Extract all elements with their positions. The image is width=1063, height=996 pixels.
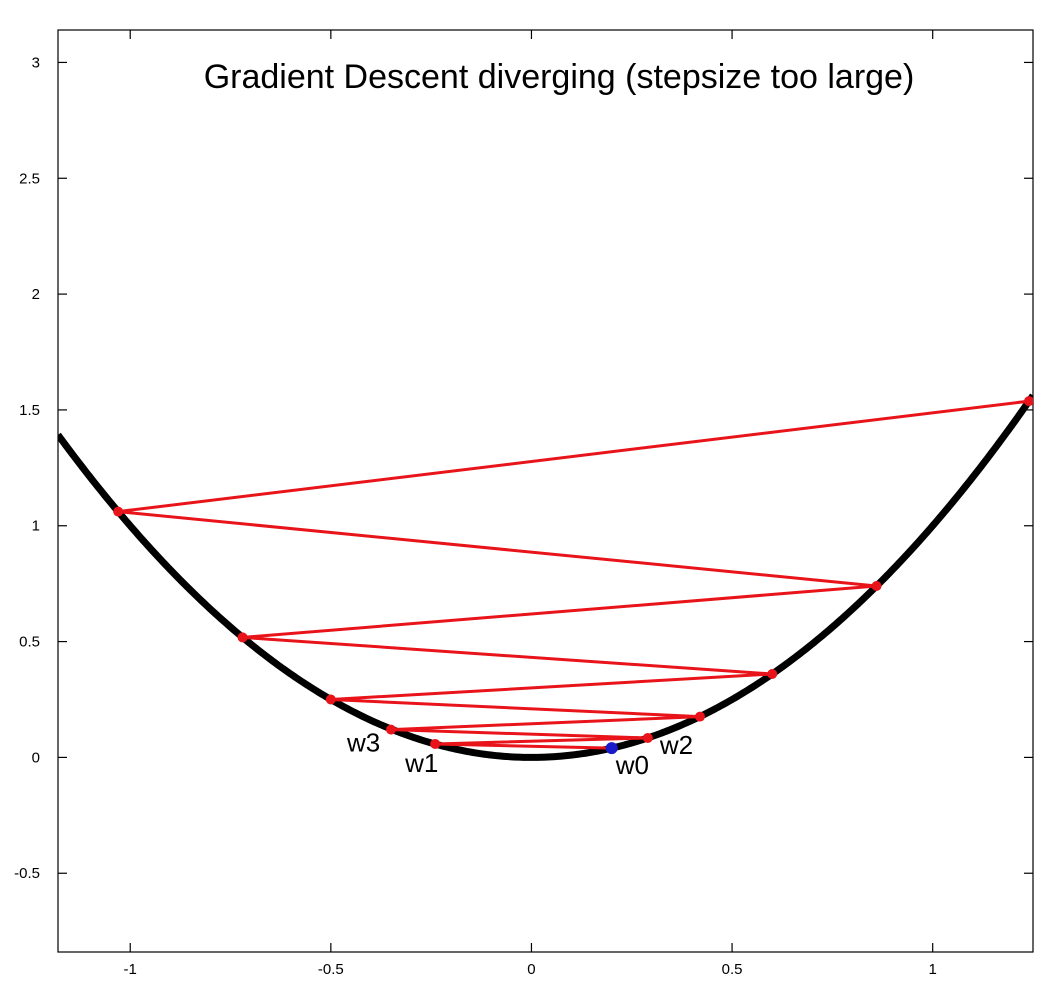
- annotation-layer: w0 w1 w2 w3: [346, 728, 693, 781]
- y-tick-label: 1: [32, 518, 40, 535]
- axis-ticks: [58, 30, 1033, 952]
- iterate-point: [1023, 396, 1033, 407]
- iterate-point: [694, 711, 705, 722]
- y-tick-label: -0.5: [14, 865, 40, 882]
- chart-title: Gradient Descent diverging (stepsize too…: [204, 58, 915, 96]
- iterate-point: [430, 738, 441, 749]
- iterate-point: [325, 694, 336, 705]
- loss-curve: [58, 393, 1033, 761]
- iterate-point: [871, 580, 882, 591]
- iterate-point: [767, 669, 778, 680]
- x-tick-label: 0.5: [722, 961, 743, 978]
- iterate-point: [386, 724, 397, 735]
- iterate-point: [237, 632, 248, 643]
- y-tick-label: 2: [32, 286, 40, 303]
- y-tick-label: 3: [32, 54, 40, 71]
- iterate-point: [642, 732, 653, 743]
- y-tick-label: 2.5: [19, 170, 40, 187]
- iterate-label: w2: [659, 730, 693, 760]
- y-tick-label: 0: [32, 749, 40, 766]
- x-tick-label: 0: [527, 961, 535, 978]
- plot-layer: [58, 393, 1033, 761]
- iterate-label: w0: [615, 750, 649, 780]
- y-tick-label: 1.5: [19, 402, 40, 419]
- x-tick-label: 1: [929, 961, 937, 978]
- plot-area-frame: [57, 29, 1034, 953]
- y-tick-label: 0.5: [19, 634, 40, 651]
- x-tick-label: -0.5: [318, 961, 344, 978]
- iterate-point: [113, 506, 124, 517]
- axis-tick-labels: -1 -0.5 0 0.5 1 -0.5 0 0.5 1 1.5 2 2.5 3: [14, 54, 937, 978]
- x-tick-label: -1: [124, 961, 137, 978]
- iterate-label: w3: [346, 728, 380, 758]
- iterate-label: w1: [404, 748, 438, 778]
- start-point: [605, 742, 618, 755]
